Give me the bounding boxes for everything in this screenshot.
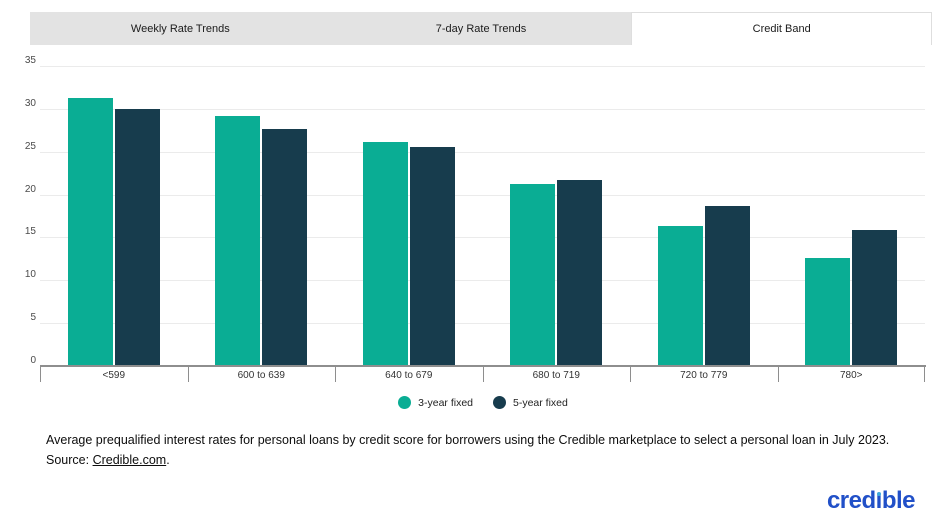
- bar-group-780: [778, 66, 926, 366]
- source-period: .: [166, 453, 170, 467]
- bar-3-year-fixed-599: [67, 97, 113, 366]
- legend-item-3-year-fixed[interactable]: 3-year fixed: [398, 396, 473, 409]
- logo-i: ı: [875, 487, 883, 514]
- y-tick-label-5: 5: [30, 312, 36, 324]
- bar-group-599: [40, 66, 188, 366]
- y-tick-label-30: 30: [24, 97, 36, 109]
- logo-i-dot-icon: [877, 491, 882, 496]
- caption: Average prequalified interest rates for …: [46, 430, 924, 470]
- bar-3-year-fixed-780: [805, 258, 851, 366]
- y-tick-label-10: 10: [24, 269, 36, 281]
- credible-link[interactable]: Credible.com: [92, 453, 167, 467]
- x-tick-label-680-to-719: 680 to 719: [532, 370, 580, 381]
- legend-dot-icon: [398, 396, 412, 409]
- gridline-10: [40, 280, 925, 282]
- x-axis-tick: [924, 366, 925, 382]
- x-tick-label-640-to-679: 640 to 679: [385, 370, 433, 381]
- gridline-20: [40, 194, 925, 196]
- logo-text: cred: [826, 487, 876, 514]
- bar-3-year-fixed-720-to-779: [657, 226, 703, 366]
- tab-7-day-rate-trends[interactable]: 7-day Rate Trends: [435, 22, 527, 35]
- bar-5-year-fixed-720-to-779: [704, 205, 750, 366]
- x-tick-label-780: 780>: [839, 370, 863, 381]
- tab-bar: Weekly Rate Trends 7-day Rate Trends Credi…: [30, 12, 932, 45]
- chart-legend: 3-year fixed 5-year fixed: [40, 396, 926, 409]
- caption-source-line: Source: Credible.com.: [46, 450, 924, 470]
- gridline-25: [40, 151, 925, 153]
- bar-group-720-to-779: [630, 66, 778, 366]
- x-tick-label-600-to-639: 600 to 639: [237, 370, 285, 381]
- y-tick-label-20: 20: [24, 183, 36, 195]
- tab-weekly-rate-trends[interactable]: Weekly Rate Trends: [130, 22, 230, 35]
- bar-5-year-fixed-640-to-679: [409, 146, 455, 366]
- bar-5-year-fixed-780: [852, 229, 898, 366]
- bar-group-640-to-679: [335, 66, 483, 366]
- bar-group-600-to-639: [188, 66, 336, 366]
- x-axis-tick: [187, 366, 189, 382]
- x-axis-tick: [482, 366, 484, 382]
- x-axis-tick: [335, 366, 336, 382]
- legend-dot-icon: [493, 396, 506, 409]
- y-tick-label-15: 15: [24, 226, 36, 238]
- bar-5-year-fixed-599: [114, 108, 160, 366]
- caption-text: Average prequalified interest rates for …: [46, 433, 890, 447]
- bar-3-year-fixed-600-to-639: [215, 115, 261, 366]
- x-tick-label-599: <599: [102, 370, 126, 381]
- tab-credit-band[interactable]: Credit Band: [631, 12, 932, 45]
- bar-3-year-fixed-680-to-719: [510, 184, 556, 366]
- y-tick-label-25: 25: [24, 140, 36, 152]
- x-axis-tick: [630, 366, 631, 382]
- y-tick-label-0: 0: [30, 355, 36, 366]
- x-axis-tick: [40, 366, 41, 382]
- legend-item-5-year-fixed[interactable]: 5-year fixed: [493, 396, 568, 409]
- bar-5-year-fixed-680-to-719: [557, 180, 603, 366]
- legend-label: 5-year fixed: [513, 396, 568, 409]
- x-tick-label-720-to-779: 720 to 779: [680, 370, 728, 381]
- bar-5-year-fixed-600-to-639: [262, 128, 308, 366]
- y-tick-label-35: 35: [24, 55, 36, 66]
- gridline-15: [40, 237, 925, 239]
- legend-label: 3-year fixed: [418, 396, 473, 409]
- gridline-35: [40, 66, 925, 67]
- bar-group-680-to-719: [483, 66, 631, 366]
- gridline-5: [40, 323, 925, 325]
- gridline-30: [40, 108, 925, 110]
- bar-chart-plot-area: [40, 66, 925, 366]
- logo-text: ble: [881, 487, 916, 514]
- bar-3-year-fixed-640-to-679: [362, 142, 408, 366]
- x-axis-tick: [777, 366, 779, 382]
- credible-logo: credı ble: [826, 487, 916, 515]
- source-label: Source:: [46, 453, 93, 467]
